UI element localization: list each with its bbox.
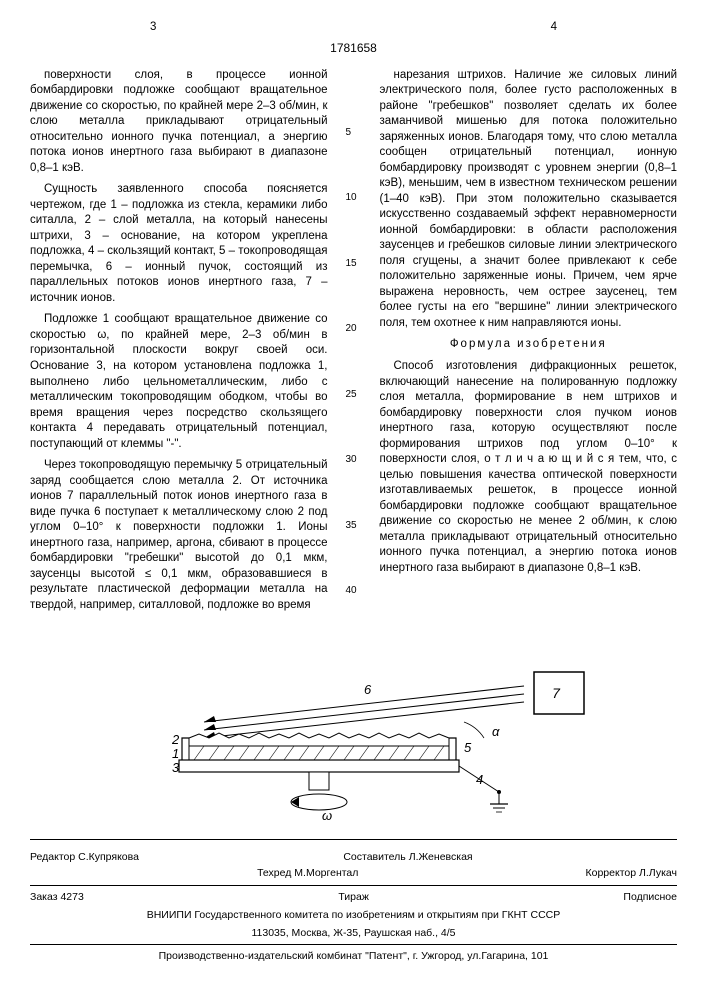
paragraph: Сущность заявленного способа поясняется … xyxy=(30,182,328,306)
line-marker: 35 xyxy=(346,519,362,533)
text-columns: поверхности слоя, в процессе ионной бомб… xyxy=(30,68,677,650)
divider xyxy=(30,944,677,945)
org-address: 113035, Москва, Ж-35, Раушская наб., 4/5 xyxy=(30,926,677,940)
figure-label-omega: ω xyxy=(322,808,332,823)
line-marker: 25 xyxy=(346,388,362,402)
publisher: Производственно-издательский комбинат "П… xyxy=(30,949,677,963)
editor: Редактор С.Купрякова xyxy=(30,850,139,864)
figure-label-2: 2 xyxy=(171,732,180,747)
line-marker: 15 xyxy=(346,257,362,271)
footer: Редактор С.Купрякова Составитель Л.Женев… xyxy=(30,850,677,963)
line-marker: 20 xyxy=(346,322,362,336)
figure-label-3: 3 xyxy=(172,760,180,775)
paragraph: Подложке 1 сообщают вращательное движени… xyxy=(30,312,328,452)
line-marker: 5 xyxy=(346,126,362,140)
figure-label-4: 4 xyxy=(476,772,483,787)
corrector: Корректор Л.Лукач xyxy=(586,866,677,880)
tirazh: Тираж xyxy=(338,890,369,904)
document-number: 1781658 xyxy=(30,40,677,56)
figure-label-1: 1 xyxy=(172,746,179,761)
paragraph: Способ изготовления дифракционных решето… xyxy=(380,359,678,576)
figure-label-5: 5 xyxy=(464,740,472,755)
column-left: поверхности слоя, в процессе ионной бомб… xyxy=(30,68,328,650)
org-name: ВНИИПИ Государственного комитета по изоб… xyxy=(30,908,677,922)
line-number-gutter: 5 10 15 20 25 30 35 40 xyxy=(346,68,362,650)
paragraph: Через токопроводящую перемычку 5 отрицат… xyxy=(30,458,328,613)
paragraph: нарезания штрихов. Наличие же силовых ли… xyxy=(380,68,678,332)
line-marker: 10 xyxy=(346,191,362,205)
technical-drawing: 7 6 α xyxy=(30,664,677,830)
page-number-right: 4 xyxy=(551,20,557,36)
order-number: Заказ 4273 xyxy=(30,890,84,904)
figure-label-alpha: α xyxy=(492,724,500,739)
divider xyxy=(30,885,677,886)
figure-svg: 7 6 α xyxy=(104,664,604,824)
line-marker: 40 xyxy=(346,584,362,598)
figure-label-6: 6 xyxy=(364,682,372,697)
compiler: Составитель Л.Женевская xyxy=(343,850,472,864)
column-right: нарезания штрихов. Наличие же силовых ли… xyxy=(380,68,678,650)
subscription: Подписное xyxy=(623,890,677,904)
page-number-left: 3 xyxy=(150,20,156,36)
paragraph: поверхности слоя, в процессе ионной бомб… xyxy=(30,68,328,177)
figure-label-7: 7 xyxy=(552,685,561,701)
techred: Техред М.Моргентал xyxy=(257,866,358,880)
divider xyxy=(30,839,677,840)
claims-heading: Формула изобретения xyxy=(380,337,678,353)
line-marker: 30 xyxy=(346,453,362,467)
